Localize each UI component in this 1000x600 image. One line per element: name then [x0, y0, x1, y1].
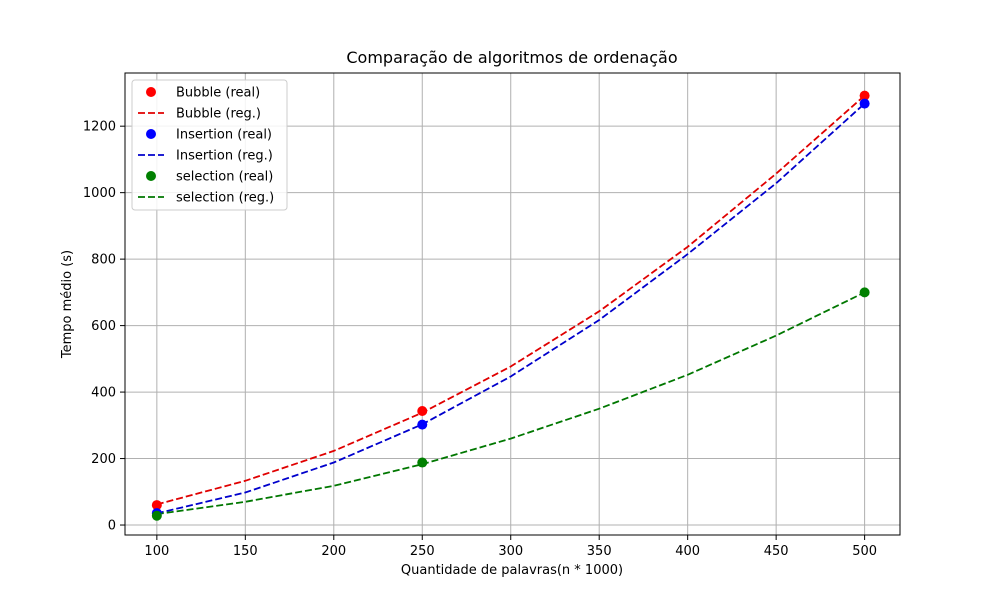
series-layer	[151, 90, 870, 521]
y-tick-label: 1200	[83, 120, 116, 135]
series-line-selection-reg	[156, 291, 865, 515]
ticks-layer: 100 150 200 250 300 350 400 450 500 0 200 400 600 800…	[83, 120, 877, 559]
data-point-bubble-real	[417, 406, 428, 417]
series-line-bubble-reg	[156, 94, 866, 506]
y-tick-label: 400	[91, 386, 116, 401]
y-tick-label: 600	[91, 319, 116, 334]
data-point-bubble-real	[859, 90, 870, 101]
x-tick-label: 450	[764, 544, 789, 559]
legend-label: selection (real)	[176, 170, 273, 185]
data-point-selection-real	[417, 457, 428, 468]
x-tick-label: 350	[587, 544, 612, 559]
legend-box	[131, 79, 288, 211]
x-tick-label: 300	[498, 544, 523, 559]
x-tick-label: 150	[233, 544, 258, 559]
data-point-insertion-real	[417, 419, 428, 430]
x-axis-label: Quantidade de palavras(n * 1000)	[401, 563, 623, 578]
x-tick-label: 100	[144, 544, 169, 559]
series-line-insertion-reg	[156, 102, 866, 515]
y-tick-label: 0	[108, 519, 116, 534]
plot-frame	[124, 72, 901, 536]
x-tick-label: 500	[852, 544, 877, 559]
legend-label: Bubble (real)	[176, 86, 260, 101]
legend-marker	[146, 129, 156, 139]
legend: Bubble (real) Bubble (reg.) Insertion (rea…	[131, 79, 288, 211]
x-tick-label: 400	[675, 544, 700, 559]
chart-title: Comparação de algoritmos de ordenação	[346, 48, 677, 67]
y-tick-label: 1000	[83, 186, 116, 201]
x-tick-label: 250	[410, 544, 435, 559]
y-tick-label: 200	[91, 452, 116, 467]
legend-label: Insertion (real)	[176, 128, 272, 143]
y-axis-label: Tempo médio (s)	[60, 250, 75, 359]
data-point-insertion-real	[859, 98, 870, 109]
legend-marker	[146, 87, 156, 97]
data-point-bubble-real	[151, 500, 162, 511]
grid-layer	[125, 73, 900, 535]
data-point-selection-real	[151, 510, 162, 521]
data-point-selection-real	[859, 287, 870, 298]
legend-label: selection (reg.)	[176, 191, 274, 206]
y-tick-label: 800	[91, 253, 116, 268]
legend-label: Bubble (reg.)	[176, 107, 261, 122]
legend-marker	[146, 171, 156, 181]
legend-label: Insertion (reg.)	[176, 149, 273, 164]
x-tick-label: 200	[321, 544, 346, 559]
